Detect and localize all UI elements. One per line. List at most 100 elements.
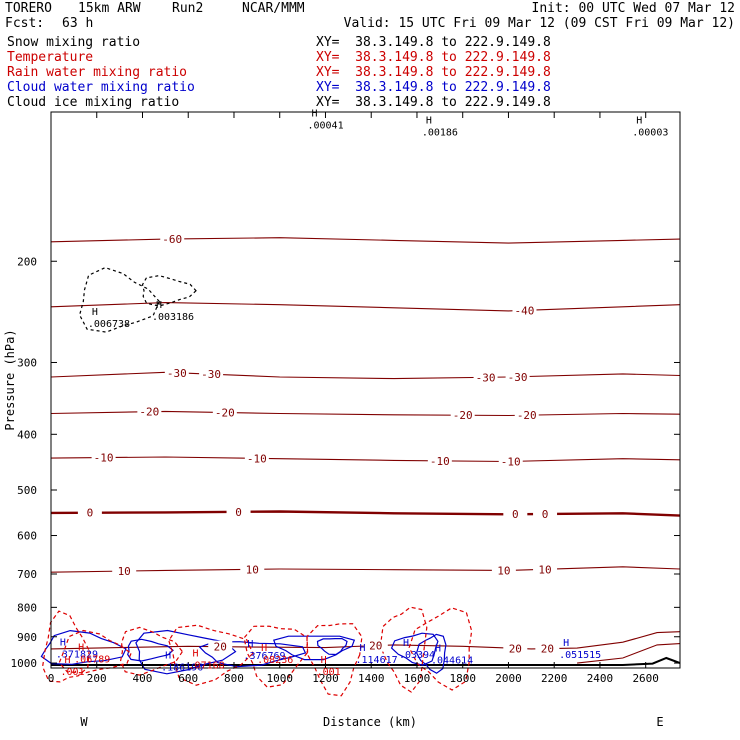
field-xy-temperature: XY= 38.3.149.8 to 222.9.149.8 (316, 50, 551, 65)
y-tick-label: 600 (17, 530, 37, 543)
x-tick-label: 2200 (541, 672, 568, 685)
rain-max-marker: H (64, 655, 70, 666)
isotherm-label: -20 (453, 409, 473, 422)
isotherm-label-bg (473, 371, 498, 384)
terrain-line (51, 656, 681, 666)
isotherm-label-bg (91, 451, 116, 464)
isotherm-label: 0 (235, 506, 242, 519)
isotherm-label: -20 (215, 407, 235, 420)
snow-contour (78, 266, 161, 333)
isotherm-label: 20 (541, 643, 554, 656)
ice-max-marker: H (426, 115, 432, 126)
rain-max-marker: H (321, 655, 327, 666)
center-label: NCAR/MMM (242, 1, 305, 16)
rain-max-value: .06789 (74, 654, 110, 665)
isotherm-label-bg (427, 454, 452, 467)
plot-axes: 0 200 400 600 800 1000 1200 1400 1600 1800 2000 220… (11, 112, 680, 685)
model-name: TORERO (5, 1, 52, 16)
contour-labels: -60 -40 -30 -30 -30 -30 -20 -20 -20 -20 -10 -10 -10 -… (56, 109, 669, 678)
isotherm-label-bg (505, 370, 530, 383)
rain-max-value: .001 (317, 667, 341, 678)
y-tick-label: 1000 (11, 657, 38, 670)
rain-max-value: .08236 (257, 655, 293, 666)
isotherm-label-bg (112, 565, 137, 578)
y-tick-label: 800 (17, 601, 37, 614)
field-xy-cloud-water: XY= 38.3.149.8 to 222.9.149.8 (316, 80, 551, 95)
cloud-water-max-value: .044614 (431, 655, 473, 666)
isotherm-label-bg (77, 506, 102, 519)
ice-max-value: .00003 (632, 127, 668, 138)
isotherm-label-bg (450, 409, 475, 422)
isotherm-label-bg (491, 564, 516, 577)
isotherm-label: -10 (430, 455, 450, 468)
isotherm-line (50, 371, 681, 380)
isotherm-label: -10 (247, 452, 267, 465)
cloud-water-contour (415, 633, 447, 674)
snow-max-value: .003186 (152, 312, 194, 323)
isotherm-label: 20 (509, 642, 522, 655)
isotherm-label-bg (160, 232, 185, 245)
isotherm-line (50, 302, 681, 312)
west-label: W (80, 715, 88, 729)
snow-max-value: .006738 (88, 319, 130, 330)
cloud-water-contour (390, 632, 439, 666)
isotherm-label: 0 (87, 507, 94, 520)
field-name-cloud-ice: Cloud ice mixing ratio (7, 95, 180, 110)
rain-max-marker: H (261, 643, 267, 654)
x-tick-label: 2400 (587, 672, 614, 685)
x-tick-label: 400 (133, 672, 153, 685)
init-time: Init: 00 UTC Wed 07 Mar 12 (531, 1, 736, 16)
isotherm-label: -30 (508, 371, 528, 384)
x-tick-label: 2000 (495, 672, 522, 685)
ice-max-marker: H (636, 115, 642, 126)
isotherm-label: -30 (201, 368, 221, 381)
isotherm-label-bg (226, 505, 251, 518)
rain-water-contour (408, 607, 473, 691)
x-tick-label: 1400 (358, 672, 385, 685)
isotherm-label-bg (137, 405, 162, 418)
field-xy-cloud-ice: XY= 38.3.149.8 to 222.9.149.8 (316, 95, 551, 110)
isotherm-label-bg (164, 366, 189, 379)
isotherm-label: -30 (476, 371, 496, 384)
rain-water-contour (243, 625, 308, 688)
isotherm-label-bg (503, 508, 528, 521)
cloud-water-max-marker: H (403, 638, 409, 649)
isotherm-label-bg (503, 642, 528, 655)
isotherm-label: 20 (369, 640, 382, 653)
fcst-label: Fcst: (5, 16, 45, 31)
rain-max-value: .07168 (189, 661, 225, 672)
isotherm-line (577, 643, 681, 664)
cloud-water-max-value: .186196 (161, 663, 203, 674)
plot-header: TORERO 15km ARW Run2 NCAR/MMM Init: 00 U… (0, 0, 740, 112)
cloud-water-max-value: .03394 (399, 650, 435, 661)
isotherm-label-bg (363, 639, 388, 652)
snow-max-marker: H (156, 300, 162, 311)
cloud-water-max-value: .376769 (243, 651, 285, 662)
plot-border (50, 111, 681, 669)
x-tick-label: 0 (48, 672, 55, 685)
plot-frame (50, 111, 681, 669)
cloud-water-contour (198, 641, 307, 668)
fcst-value: 63 h (62, 16, 94, 31)
cloud-water-max-value: .371829 (56, 650, 98, 661)
isotherm-label-bg (514, 409, 539, 422)
cloud-water-max-marker: H (247, 639, 253, 650)
isotherm-label: -10 (501, 455, 521, 468)
isotherm-line (50, 237, 681, 244)
isotherm-line (50, 566, 681, 573)
y-tick-label: 400 (17, 428, 37, 441)
x-tick-label: 1200 (312, 672, 339, 685)
cloud-water-max-marker: H (563, 638, 569, 649)
isotherm-label: -20 (517, 409, 537, 422)
isotherm-label: 10 (118, 565, 131, 578)
isotherm-label-bg (199, 368, 224, 381)
ice-max-value: .00041 (307, 121, 343, 132)
cloud-water-contour (316, 638, 348, 656)
isotherm-line (50, 631, 681, 650)
x-tick-label: 800 (224, 672, 244, 685)
mixing-ratio-contours (40, 266, 473, 697)
rain-max-marker: H (78, 642, 84, 653)
snow-contour (141, 274, 197, 307)
cloud-water-max-value: .051515 (559, 650, 601, 661)
